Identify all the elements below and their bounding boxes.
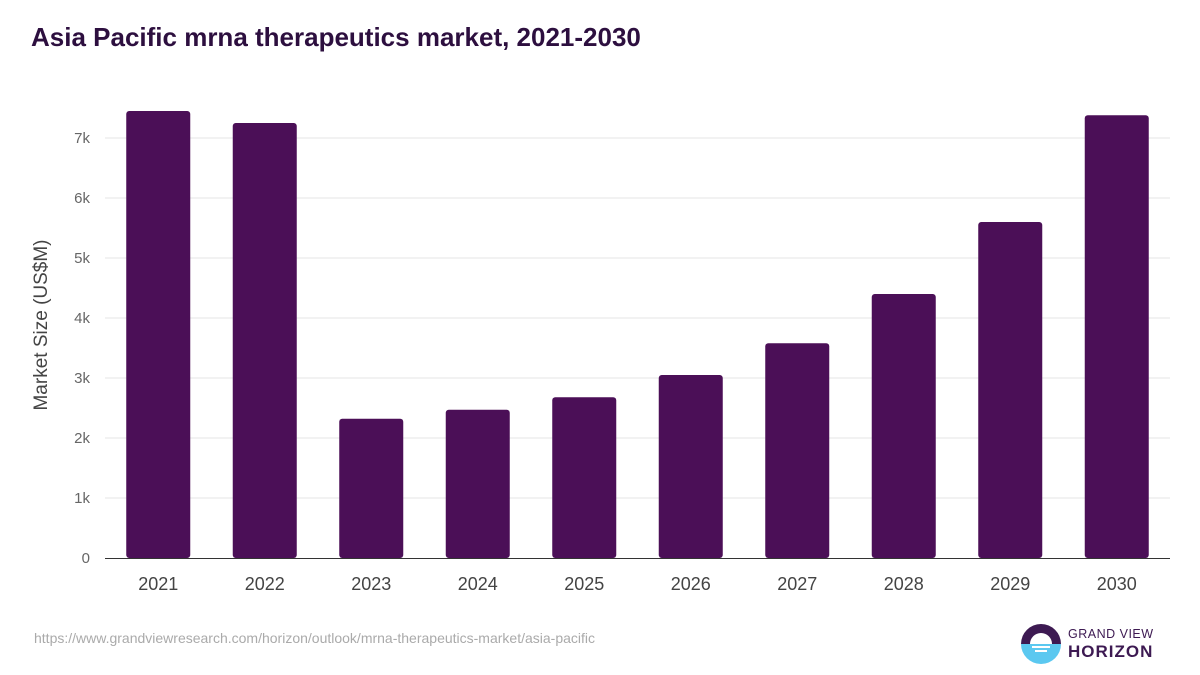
bar [232, 123, 297, 558]
x-tick-label: 2028 [884, 574, 924, 594]
x-tick-label: 2025 [564, 574, 604, 594]
y-tick-label: 1k [74, 490, 90, 507]
x-tick-label: 2027 [777, 574, 817, 594]
y-tick-label: 6k [74, 190, 90, 207]
y-tick-label: 7k [74, 130, 90, 147]
bar [765, 343, 830, 558]
bar [126, 111, 191, 558]
horizon-logo-icon [1021, 624, 1061, 664]
x-tick-label: 2021 [138, 574, 178, 594]
y-axis-label: Market Size (US$M) [31, 239, 52, 410]
y-tick-label: 4k [74, 310, 90, 327]
bar [445, 409, 510, 558]
bar [978, 222, 1043, 558]
grand-view-horizon-logo: GRAND VIEW HORIZON [1020, 623, 1170, 665]
bar [658, 375, 723, 558]
x-tick-label: 2030 [1097, 574, 1137, 594]
source-url[interactable]: https://www.grandviewresearch.com/horizo… [34, 630, 596, 646]
x-tick-label: 2022 [245, 574, 285, 594]
x-tick-label: 2024 [458, 574, 498, 594]
x-tick-label: 2026 [671, 574, 711, 594]
x-tick-label: 2029 [990, 574, 1030, 594]
bar [1084, 115, 1149, 558]
bar [339, 418, 404, 558]
chart-title: Asia Pacific mrna therapeutics market, 2… [31, 22, 641, 52]
logo-line2: HORIZON [1068, 642, 1154, 661]
y-tick-label: 0 [82, 550, 90, 567]
y-tick-label: 2k [74, 430, 90, 447]
y-tick-label: 3k [74, 370, 90, 387]
x-tick-label: 2023 [351, 574, 391, 594]
y-tick-label: 5k [74, 250, 90, 267]
bar [552, 397, 617, 558]
bar [871, 294, 936, 558]
logo-line1: GRAND VIEW [1068, 627, 1154, 641]
